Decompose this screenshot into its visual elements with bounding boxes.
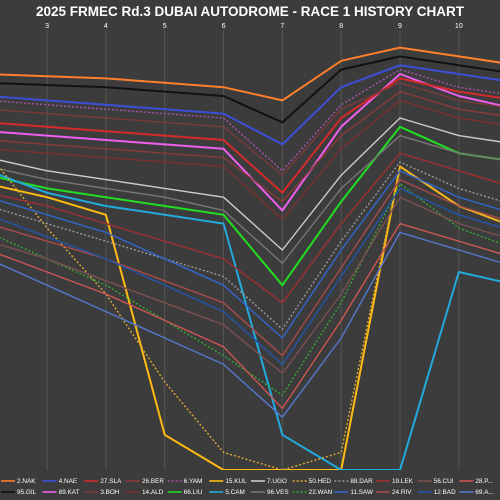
series-line-26-ber — [0, 90, 500, 203]
x-tick-label: 7 — [280, 23, 284, 30]
legend-label: 69.A... — [475, 489, 494, 496]
legend-label: 96.VES — [267, 489, 289, 496]
series-line-95-gil — [0, 55, 500, 124]
series-line-69-a- — [0, 231, 500, 418]
x-tick-label: 3 — [45, 23, 49, 30]
legend-label: 24.RIV — [392, 489, 412, 496]
x-tick-label: 6 — [222, 23, 226, 30]
series-line-11-saw — [0, 170, 500, 339]
x-tick-label: 10 — [455, 23, 463, 30]
legend-label: 5.CAM — [225, 489, 245, 496]
legend-label: 88.DAR — [350, 478, 373, 485]
legend-label: 66.LIU — [184, 489, 203, 496]
series-line-22-wan — [0, 183, 500, 396]
legend-label: 19.LEK — [392, 478, 414, 485]
series-line-2-nak — [0, 46, 500, 102]
x-tick-label: 5 — [163, 23, 167, 30]
x-tick-label: 9 — [398, 23, 402, 30]
series-line-12-bad — [0, 187, 500, 366]
legend-label: 15.KUL — [225, 478, 247, 485]
legend-label: 4.NAE — [59, 478, 77, 485]
x-tick-label: 4 — [104, 23, 108, 30]
legend-label: 7.UGO — [267, 478, 287, 485]
legend-label: 2.NAK — [17, 478, 36, 485]
series-line-28-p- — [0, 222, 500, 410]
x-tick-label: 8 — [339, 23, 343, 30]
series-line-4-nae — [0, 64, 500, 146]
legend-label: 95.GIL — [17, 489, 37, 496]
series-line-19-lek — [0, 152, 500, 304]
legend-label: 12.BAD — [434, 489, 456, 496]
series-line-3-boh — [0, 82, 500, 176]
legend-label: 14.ALD — [142, 489, 164, 496]
legend-label: 27.SLA — [100, 478, 122, 485]
series-line-96-ves — [0, 134, 500, 264]
legend-label: 3.BOH — [100, 489, 120, 496]
legend-label: 22.WAN — [309, 489, 333, 496]
legend-label: 56.CUI — [434, 478, 454, 485]
series-line-56-cui — [0, 196, 500, 374]
legend-background — [0, 476, 500, 500]
series-line-15-kul — [0, 165, 500, 470]
series-line-66-liu — [0, 125, 500, 287]
legend-label: 28.P... — [475, 478, 493, 485]
chart-title: 2025 FRMEC Rd.3 DUBAI AUTODROME - RACE 1… — [36, 4, 465, 19]
legend-label: 50.HED — [309, 478, 332, 485]
series-line-27-sla — [0, 77, 500, 194]
series-line-24-riv — [0, 178, 500, 357]
series-line-7-ugo — [0, 117, 500, 251]
series-line-6-yam — [0, 68, 500, 172]
legend-label: 6.YAM — [184, 478, 203, 485]
legend-label: 26.BER — [142, 478, 164, 485]
series-line-88-dar — [0, 161, 500, 330]
legend-label: 89.KAT — [59, 489, 80, 496]
legend-label: 11.SAW — [350, 489, 374, 496]
series-line-14-ald — [0, 99, 500, 220]
